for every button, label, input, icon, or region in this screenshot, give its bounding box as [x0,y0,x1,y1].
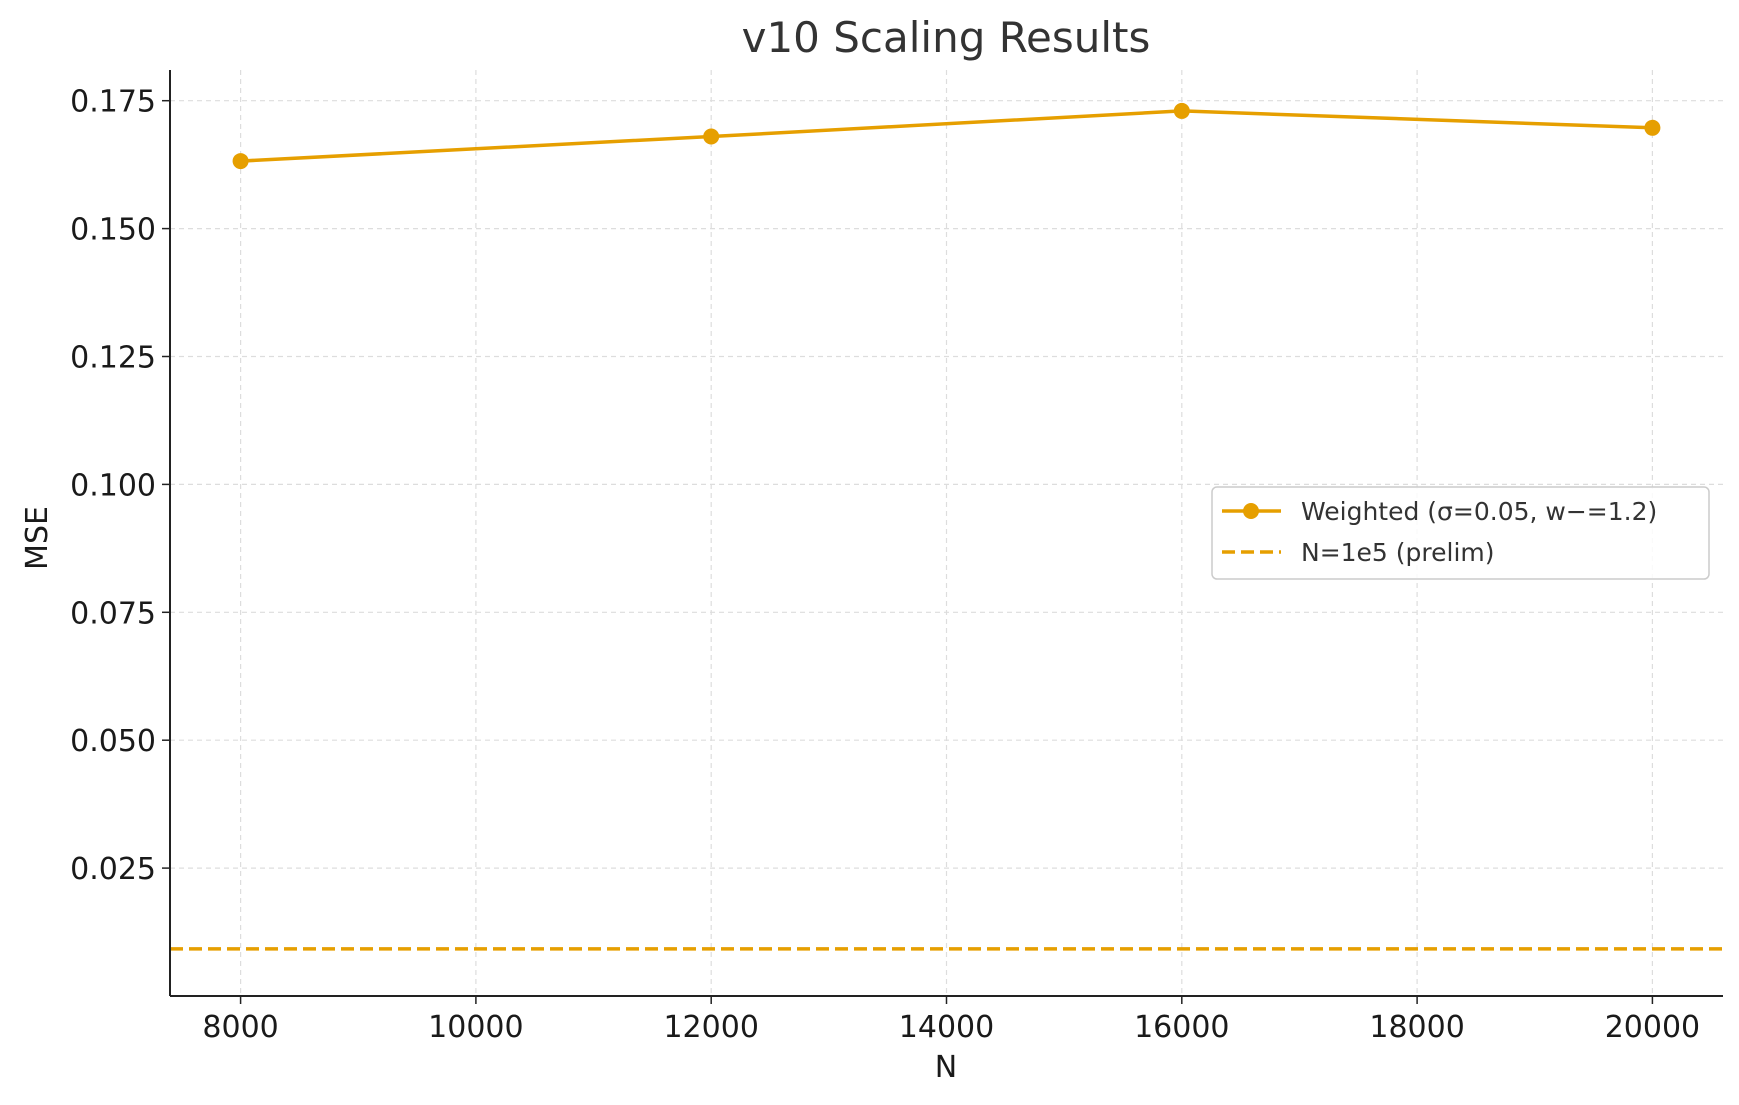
series [232,102,1661,170]
y-tick-label: 0.150 [70,213,156,248]
x-tick-label: 12000 [663,1010,758,1045]
x-axis-label: N [935,1050,957,1085]
ticks: 8000 10000 12000 14000 16000 18000 20000 0.025 0… [70,85,1700,1045]
x-tick-label: 16000 [1134,1010,1229,1045]
y-tick-label: 0.075 [70,596,156,631]
y-tick-label: 0.100 [70,468,156,503]
series-line [240,109,1653,163]
y-tick-label: 0.175 [70,85,156,120]
legend-label-reference: N=1e5 (prelim) [1301,538,1495,567]
data-point [232,153,249,170]
data-point [703,128,720,145]
legend-box [1211,486,1710,580]
data-point [1644,119,1661,136]
x-tick-label: 18000 [1369,1010,1464,1045]
x-tick-label: 10000 [428,1010,523,1045]
x-tick-label: 20000 [1605,1010,1700,1045]
y-tick-label: 0.050 [70,724,156,759]
y-tick-label: 0.025 [70,852,156,887]
legend-marker-weighted [1243,503,1259,519]
legend-label-weighted: Weighted (σ=0.05, w−=1.2) [1301,497,1657,526]
data-point [1173,102,1190,119]
x-tick-label: 14000 [899,1010,994,1045]
y-axis-label: MSE [20,506,55,570]
y-tick-label: 0.125 [70,340,156,375]
legend: Weighted (σ=0.05, w−=1.2) N=1e5 (prelim) [1211,486,1710,580]
chart-title: v10 Scaling Results [742,13,1151,62]
x-tick-label: 8000 [202,1010,278,1045]
